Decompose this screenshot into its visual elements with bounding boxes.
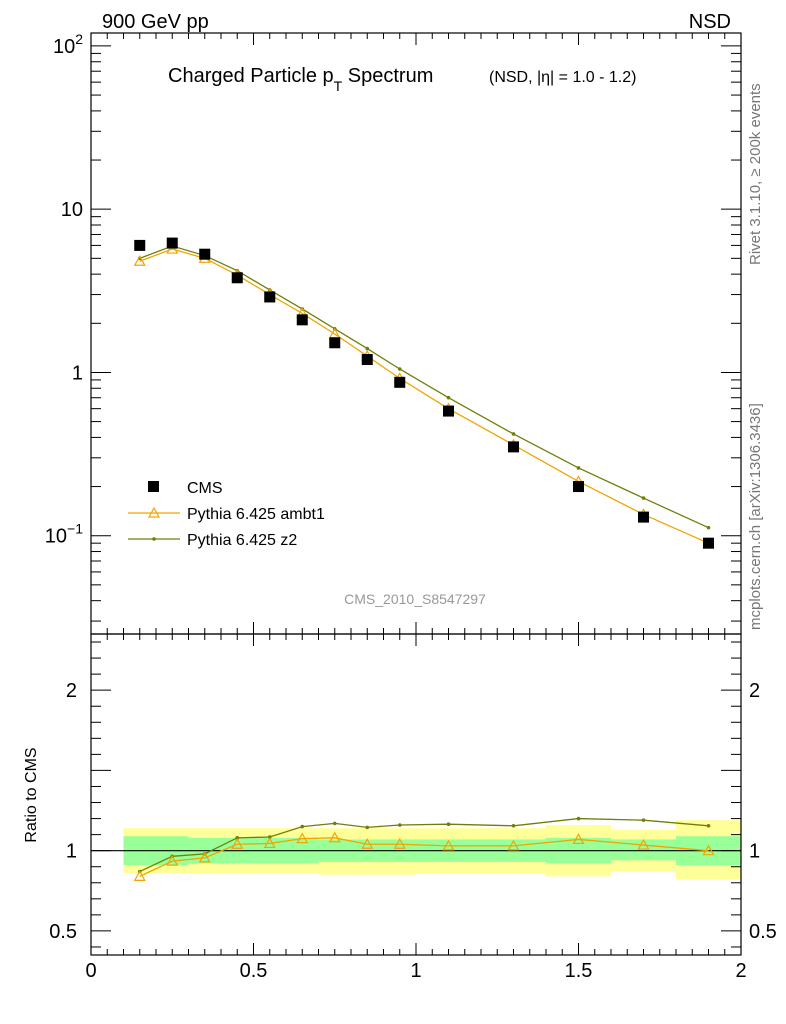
analysis-watermark: CMS_2010_S8547297 [344,591,486,607]
z2-data-point [511,432,516,436]
main-y-tick-label: 10−1 [45,521,83,548]
main-y-tick-label: 1 [72,362,83,384]
cms-data-point [443,405,454,417]
y-tick-exponent: 2 [75,31,83,47]
ratio-y-tick-label-left: 0.5 [49,921,77,943]
cms-data-point [703,537,714,549]
ratio-y-tick-label-left: 1 [66,841,77,863]
ratio-y-tick-label-right: 0.5 [749,921,777,943]
ratio-y-tick-label-left: 2 [66,680,77,702]
main-chart-title-text: Charged Particle p [168,65,334,87]
z2-ratio-point [332,821,337,826]
legend-label-ambt1: Pythia 6.425 ambt1 [187,506,325,523]
main-y-tick-label: 10 [61,199,83,221]
ambt1-ratio-point [296,832,309,844]
y-tick-base: 10 [61,199,83,221]
ambt1-ratio-point [361,838,374,849]
ambt1-ratio-point [637,838,650,850]
legend: CMS Pythia 6.425 ambt1 Pythia 6.425 z2 [128,480,325,549]
z2-data-point [641,496,646,500]
ambt1-ratio-point [572,833,585,845]
rivet-version-label: Rivet 3.1.10, ≥ 200k events [747,83,764,265]
legend-label-cms: CMS [187,480,223,497]
z2-ratio-point [706,823,711,828]
cms-data-point [508,441,519,453]
z2-ratio-point [446,822,451,826]
ambt1-ratio-line [139,837,709,877]
cms-data-point [638,511,649,523]
legend-label-z2: Pythia 6.425 z2 [187,532,297,549]
legend-marker-ambt1 [147,506,161,518]
ambt1-ratio-point [166,854,179,866]
z2-ratio-point [641,818,646,822]
main-chart-title: Charged Particle pT Spectrum [168,65,433,94]
ambt1-ratio-point [263,837,276,849]
x-tick-label: 0 [85,960,96,982]
y-tick-base: 1 [72,362,83,384]
ratio-y-tick-label-right: 1 [749,841,760,863]
x-tick-label: 1.5 [565,960,593,982]
z2-data-point [365,346,370,351]
z2-data-point [446,395,451,400]
header-left-label: 900 GeV pp [102,11,209,33]
main-chart-title-rest: Spectrum [342,65,433,87]
cms-data-point [361,354,373,366]
x-tick-label: 2 [735,960,746,982]
cms-data-point [166,237,178,249]
y-tick-base: 10 [53,36,75,58]
x-tick-label: 0.5 [240,960,268,982]
cms-data-point [199,248,211,260]
cms-data-point [134,239,146,251]
ambt1-ratio-point [393,838,406,849]
y-tick-base: 10 [45,526,67,548]
cms-data-point [394,376,406,388]
ambt1-data-point [133,254,146,266]
ambt1-ratio-point [702,844,715,856]
z2-ratio-point [576,816,581,821]
header-right-label: NSD [689,11,731,33]
ambt1-ratio-point [198,851,211,863]
ratio-plot-frame [90,633,742,956]
z2-data-point [397,367,402,371]
mcplots-reference-label: mcplots.cern.ch [arXiv:1306.3436] [747,403,764,630]
ambt1-ratio-point [133,870,146,881]
z2-ratio-point [511,823,516,828]
ambt1-ratio-point [328,831,341,843]
legend-marker-cms [148,481,159,492]
main-y-tick-label: 102 [53,31,83,58]
cms-data-point [573,481,584,493]
ratio-y-tick-label-right: 2 [749,680,760,702]
z2-ratio-point [300,824,305,829]
cms-data-point [296,314,308,326]
z2-data-point [706,525,711,530]
cms-data-point [264,291,276,303]
ambt1-ratio-point [231,838,244,849]
ratio-axis-label: Ratio to CMS [23,747,40,842]
main-chart-title-sub: T [334,78,343,94]
z2-ratio-point [267,835,272,839]
ambt1-series-line [139,248,709,544]
legend-marker-z2 [152,537,156,541]
ratio-band-inner-12 [611,839,676,861]
cms-data-point [329,337,341,349]
z2-data-point [576,466,581,470]
cms-data-point [231,272,243,284]
ambt1-ratio-point [442,839,455,851]
main-chart-subtitle: (NSD, |η| = 1.0 - 1.2) [489,69,636,86]
z2-ratio-point [365,825,370,830]
x-tick-label: 1 [410,960,421,982]
z2-ratio-line [139,817,709,873]
z2-ratio-point [235,836,240,840]
ambt1-ratio-point [507,839,520,851]
y-tick-exponent: −1 [67,521,83,537]
z2-ratio-point [397,823,402,827]
z2-series-line [139,245,709,529]
